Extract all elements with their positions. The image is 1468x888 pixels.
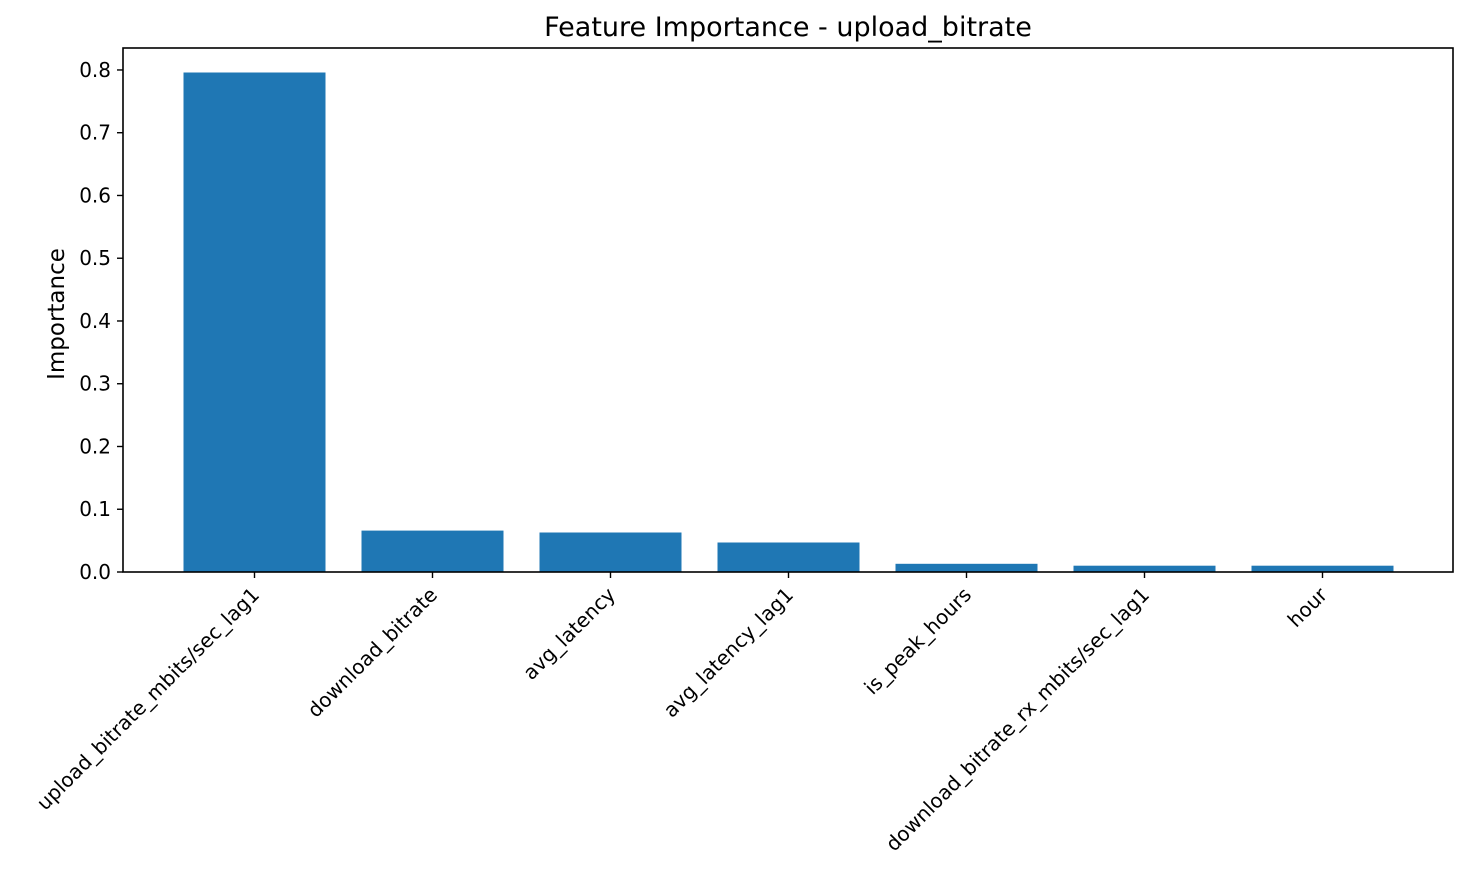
bar-2: [539, 532, 682, 572]
plot-frame: [122, 47, 1454, 573]
y-tick-label-6: 0.6: [79, 183, 111, 207]
bar-0: [183, 72, 326, 572]
y-tick-label-1: 0.1: [79, 497, 111, 521]
y-tick-label-5: 0.5: [79, 246, 111, 270]
y-tick-label-3: 0.3: [79, 372, 111, 396]
y-tick-label-2: 0.2: [79, 434, 111, 458]
bar-1: [361, 530, 504, 572]
bar-3: [717, 542, 860, 572]
bar-6: [1251, 565, 1394, 572]
y-tick-label-4: 0.4: [79, 309, 111, 333]
y-axis-label: Importance: [44, 248, 70, 380]
y-tick-label-8: 0.8: [79, 58, 111, 82]
y-tick-label-7: 0.7: [79, 121, 111, 145]
bar-5: [1073, 565, 1216, 572]
y-tick-label-0: 0.0: [79, 560, 111, 584]
bars-group: [183, 72, 1394, 572]
bar-4: [895, 563, 1038, 572]
chart-title: Feature Importance - upload_bitrate: [544, 12, 1032, 43]
y-axis: 0.0 0.1 0.2 0.3 0.4 0.5 0.6 0.7 0.8: [79, 58, 123, 584]
